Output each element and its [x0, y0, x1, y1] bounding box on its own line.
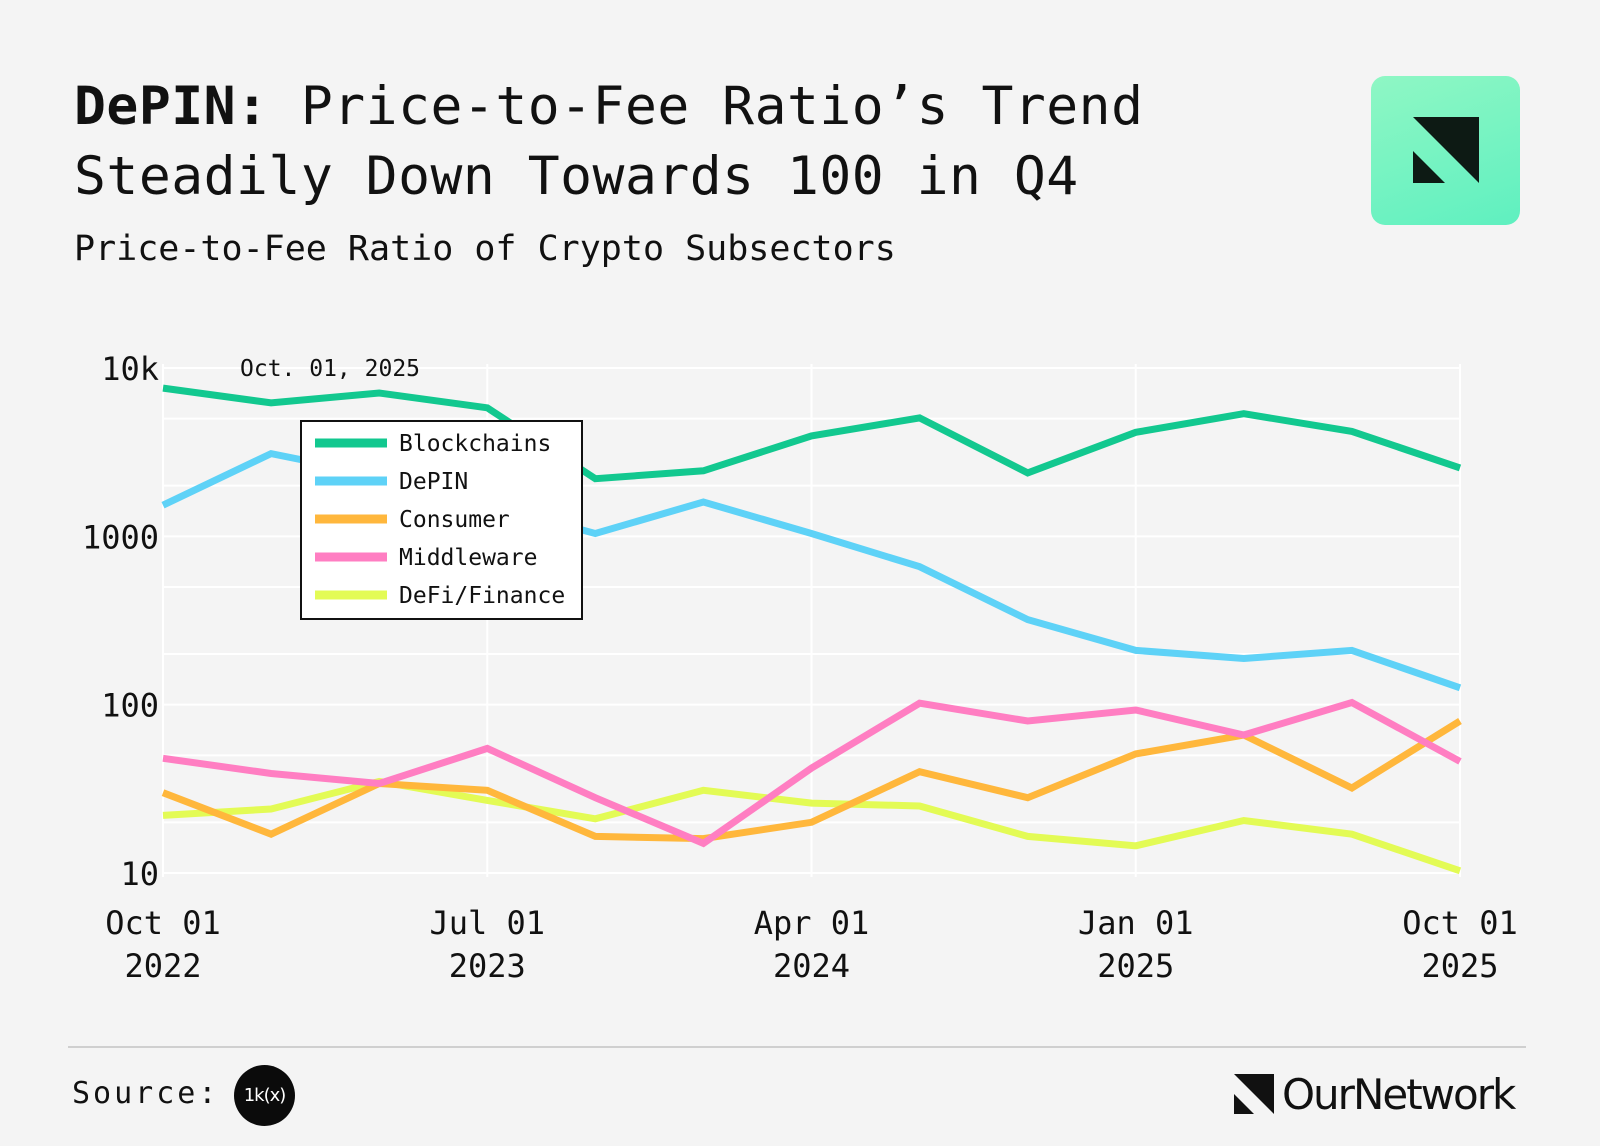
y-tick-label: 10k	[101, 350, 159, 388]
legend-label: Consumer	[399, 507, 510, 533]
ournetwork-mark-icon	[1234, 1074, 1274, 1114]
legend: Blockchains DePIN Consumer Middleware DeFi/F…	[300, 420, 583, 620]
series-line-blockchains	[162, 384, 1462, 483]
x-tick-year-label: 2023	[449, 947, 526, 985]
y-tick-label: 1000	[82, 518, 159, 556]
x-tick-label: Apr 01	[754, 904, 870, 942]
title-lead: DePIN:	[74, 76, 269, 137]
ournetwork-mark-icon	[1413, 117, 1479, 183]
brand-logo: OurNetwork	[1234, 1069, 1516, 1119]
legend-label: Middleware	[399, 545, 537, 571]
x-tick-label: Oct 01	[1402, 904, 1518, 942]
title-rest: Price-to-Fee Ratio’s Trend Steadily Down…	[74, 76, 1144, 207]
x-tick-year-label: 2025	[1421, 947, 1498, 985]
x-tick-year-label: 2025	[1097, 947, 1174, 985]
footer-divider	[68, 1046, 1526, 1048]
date-annotation: Oct. 01, 2025	[240, 356, 420, 382]
y-tick-label: 10	[120, 855, 159, 893]
ournetwork-logo-badge	[1371, 76, 1520, 225]
x-tick-year-label: 2024	[773, 947, 850, 985]
series-line-middleware	[162, 698, 1462, 848]
y-tick-label: 100	[101, 687, 159, 725]
line-chart: 10 100 1000 10k Oct 01 2022 Jul 01 2023 Apr 01 20…	[82, 350, 1518, 985]
x-tick-year-label: 2022	[124, 947, 201, 985]
source-logo-1kx: 1k(x)	[234, 1065, 295, 1126]
source-label: Source:	[72, 1076, 220, 1111]
chart-subtitle: Price-to-Fee Ratio of Crypto Subsectors	[74, 229, 896, 269]
x-tick-label: Oct 01	[105, 904, 221, 942]
legend-label: Blockchains	[399, 431, 551, 457]
legend-label: DeFi/Finance	[399, 583, 565, 609]
brand-name: OurNetwork	[1282, 1069, 1516, 1119]
x-tick-label: Jul 01	[429, 904, 545, 942]
x-tick-label: Jan 01	[1078, 904, 1194, 942]
chart-title: DePIN: Price-to-Fee Ratio’s Trend Steadi…	[74, 72, 1294, 212]
legend-label: DePIN	[399, 469, 468, 495]
